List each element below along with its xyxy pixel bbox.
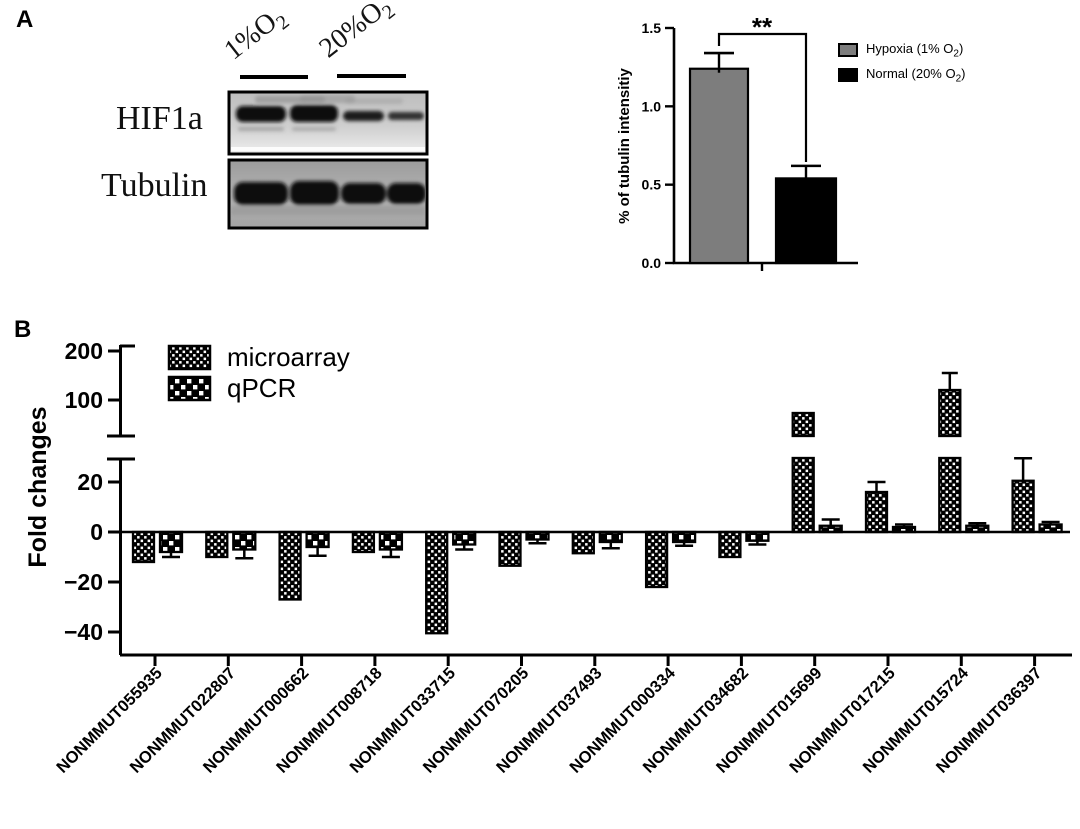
western-blot-tubulin — [227, 158, 429, 230]
blot-bands-hif1a — [236, 95, 424, 131]
legend-swatch-hypoxia — [838, 43, 858, 58]
blot-row-label-tubulin: Tubulin — [101, 167, 208, 204]
bar-microarray-NONMMUT055935 — [131, 530, 156, 564]
bar-microarray-NONMMUT017215 — [864, 490, 889, 534]
bar-normal — [774, 177, 838, 265]
legend-swatch-qPCR — [167, 375, 212, 402]
bar-qPCR-NONMMUT022807 — [232, 530, 257, 551]
legend-swatch-microarray — [167, 344, 212, 371]
bar-microarray-NONMMUT008718 — [351, 530, 376, 554]
bar-qPCR-NONMMUT008718 — [378, 530, 404, 551]
bar-qPCR-NONMMUT034682 — [745, 530, 770, 542]
bar-qPCR-NONMMUT000662 — [305, 530, 330, 549]
y-tick-label-−20: −20 — [64, 569, 103, 595]
bar-qPCR-NONMMUT037493 — [598, 530, 623, 544]
y-axis-title: Fold changes — [24, 406, 52, 567]
legend-swatch-normal — [838, 67, 858, 82]
legend-item-hypoxia: Hypoxia (1% O2) — [838, 41, 965, 60]
bar-microarray-NONMMUT000334 — [644, 530, 669, 589]
legend-label-microarray: microarray — [227, 342, 350, 372]
bar-microarray-NONMMUT015699-upper — [791, 411, 815, 438]
bar-microarray-NONMMUT070205 — [498, 530, 522, 567]
y-tick-label-0.5: 0.5 — [642, 177, 662, 193]
legend-label-normal: Normal (20% O2) — [866, 65, 966, 85]
western-blot-hif1a — [227, 90, 429, 156]
y-tick-label-0.0: 0.0 — [642, 255, 662, 271]
y-tick-label-20: 20 — [77, 469, 103, 495]
panel-a-label: A — [16, 6, 34, 33]
blot-bands-tubulin — [231, 181, 425, 215]
tubulin-intensity-chart: 0.0 0.5 1.0 1.5 % of tubulin intensitiy ** — [616, 12, 858, 271]
y-tick-label-100: 100 — [65, 387, 103, 413]
bar-microarray-NONMMUT037493 — [571, 530, 595, 555]
bar-microarray-NONMMUT022807 — [205, 530, 229, 559]
y-tick-label-0: 0 — [90, 519, 103, 545]
bar-qPCR-NONMMUT000334 — [671, 530, 697, 544]
y-tick-label-1.5: 1.5 — [642, 20, 662, 36]
bar-microarray-NONMMUT034682 — [718, 530, 742, 559]
bar-microarray-NONMMUT015724-lower — [938, 456, 962, 534]
bar-qPCR-NONMMUT033715 — [452, 530, 477, 546]
legend-label-qPCR: qPCR — [227, 373, 296, 403]
bar-hypoxia — [688, 67, 750, 265]
blot-row-label-hif1a: HIF1a — [116, 100, 203, 137]
bar-microarray-NONMMUT036397 — [1011, 479, 1035, 534]
fold-changes-chart: 200100200−20−40NONMMUT055935NONMMUT02280… — [24, 338, 1072, 777]
bar-microarray-NONMMUT015724-upper — [938, 388, 962, 438]
bar-microarray-NONMMUT033715 — [425, 530, 449, 635]
y-tick-label-−40: −40 — [64, 619, 103, 645]
lane-underline — [240, 75, 308, 79]
legend-label-hypoxia: Hypoxia (1% O2) — [866, 41, 964, 60]
lane-underline — [337, 74, 406, 78]
significance-bracket — [717, 32, 808, 162]
y-tick-label-200: 200 — [65, 338, 103, 364]
significance-stars: ** — [752, 12, 773, 42]
y-tick-label-1.0: 1.0 — [642, 98, 662, 114]
bar-microarray-NONMMUT000662 — [278, 530, 302, 601]
legend-item-normal: Normal (20% O2) — [838, 65, 966, 85]
panel-a-legend: Hypoxia (1% O2) Normal (20% O2) — [838, 41, 965, 84]
blot-white-strip — [231, 147, 425, 151]
panel-b-label: B — [14, 316, 32, 343]
bar-microarray-NONMMUT015699-lower — [791, 456, 815, 534]
bar-qPCR-NONMMUT055935 — [158, 530, 184, 554]
y-axis-title: % of tubulin intensitiy — [616, 67, 633, 223]
